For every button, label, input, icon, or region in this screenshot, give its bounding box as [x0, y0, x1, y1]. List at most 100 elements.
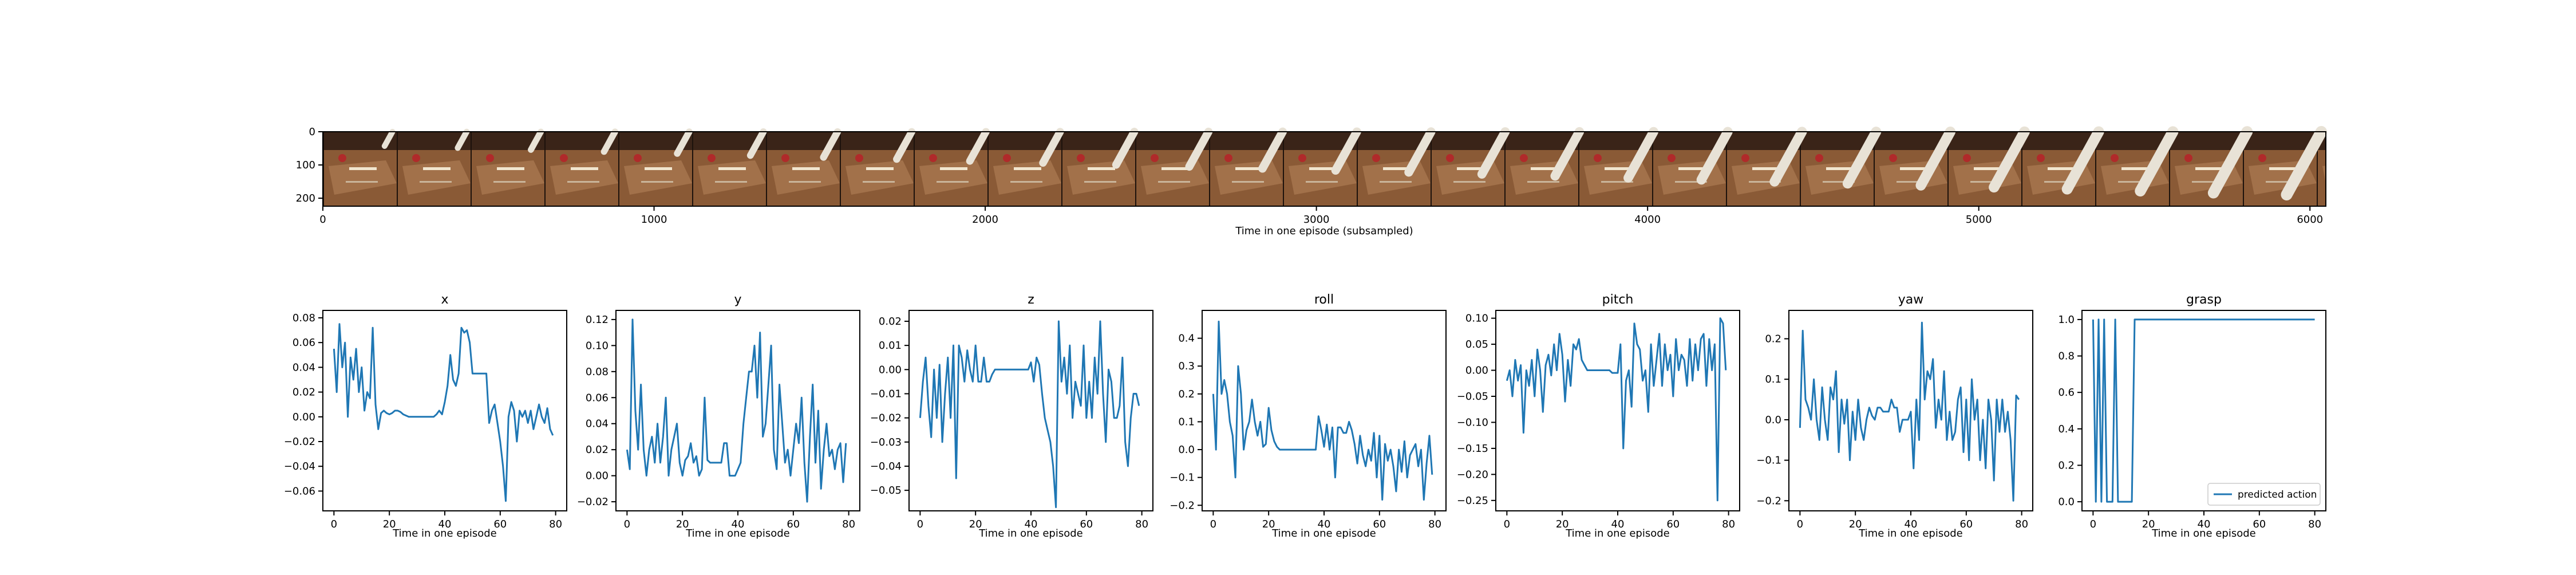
subplot-title-pitch: pitch	[1602, 293, 1634, 307]
x-tick-label: 80	[549, 518, 562, 530]
legend-box	[2207, 483, 2321, 506]
strip-x-tick-label: 2000	[972, 214, 998, 226]
y-tick-label: 0.1	[1178, 416, 1195, 428]
y-tick-label: 0.8	[2058, 350, 2075, 363]
robot-arm-frame-16	[1550, 127, 1585, 181]
y-tick-label: 0.06	[586, 392, 609, 404]
plot-frame-roll	[1202, 310, 1447, 511]
y-tick-label: 0.0	[1765, 414, 1781, 426]
subplot-title-y: y	[734, 293, 741, 307]
y-tick-label: 0.06	[293, 337, 315, 349]
x-tick-label: 0	[1504, 518, 1510, 530]
y-tick-label: −0.06	[284, 485, 315, 497]
robot-arm-frame-2	[528, 128, 544, 153]
robot-arm-frame-3	[600, 128, 618, 155]
y-tick-label: 0.12	[586, 314, 609, 326]
x-tick-label: 40	[2198, 518, 2211, 530]
strip-x-tick-label: 4000	[1634, 214, 1661, 226]
robot-arm-frame-15	[1477, 127, 1510, 179]
subplot-title-grasp: grasp	[2186, 293, 2222, 307]
series-line-roll	[1212, 320, 1433, 501]
x-tick-label: 0	[917, 518, 923, 530]
x-tick-label: 80	[842, 518, 855, 530]
robot-arm-frame-25	[2207, 126, 2253, 199]
x-tick-label: 80	[1722, 518, 1735, 530]
strip-x-tick-label: 3000	[1303, 214, 1330, 226]
x-tick-label: 0	[331, 518, 337, 530]
plot-frame-z	[908, 310, 1153, 511]
y-tick-label: 0.08	[586, 366, 609, 378]
x-tick-label: 80	[2015, 518, 2028, 530]
subplot-grasp: 0 20 40 60 80 0.0 0.2 0.4 0.6 0.8 1.0 grasp Time in …	[2058, 293, 2326, 539]
robot-arm-frame-26	[2281, 126, 2327, 200]
strip-x-tick-label: 6000	[2297, 214, 2323, 226]
y-tick-label: −0.2	[1170, 499, 1195, 511]
x-tick-label: 80	[1135, 518, 1148, 530]
robot-arm-frame-12	[1258, 127, 1287, 173]
subplot-title-yaw: yaw	[1898, 293, 1924, 307]
y-tick-label: 0.02	[586, 444, 609, 456]
x-axis-label-x: Time in one episode	[392, 527, 497, 539]
y-tick-label: 0.08	[293, 312, 315, 324]
y-tick-label: −0.03	[870, 436, 902, 448]
y-tick-label: −0.1	[1756, 455, 1781, 467]
y-tick-label: 0.02	[879, 316, 902, 328]
y-tick-label: 0.00	[586, 470, 609, 482]
y-tick-label: 0.10	[1465, 313, 1488, 325]
legend-label: predicted action	[2238, 489, 2317, 501]
robot-arm-frame-18	[1696, 127, 1733, 185]
y-tick-label: −0.04	[284, 460, 315, 472]
robot-arm-frame-4	[674, 128, 693, 157]
y-tick-label: 0.10	[586, 340, 609, 352]
robot-arm-frame-13	[1331, 127, 1361, 175]
subplot-title-z: z	[1028, 293, 1034, 307]
x-axis-label-z: Time in one episode	[978, 527, 1083, 539]
x-tick-label: 60	[2253, 518, 2266, 530]
frame-strip-frame	[322, 131, 2326, 207]
series-line-x	[333, 323, 554, 502]
x-tick-label: 40	[1025, 518, 1038, 530]
x-tick-label: 80	[1428, 518, 1441, 530]
y-tick-label: 0.05	[1465, 338, 1488, 350]
x-tick-label: 20	[969, 518, 982, 530]
robot-arm-frame-10	[1112, 128, 1139, 169]
x-axis-label-y: Time in one episode	[685, 527, 790, 539]
y-tick-label: 0.02	[293, 387, 315, 399]
subplot-z: 0 20 40 60 80 −0.05 −0.04 −0.03 −0.02 −0.01 0.00 0.…	[870, 293, 1153, 539]
robot-arm-frame-7	[893, 128, 916, 163]
action-subplots: 0 20 40 60 80−0.06−0.04−0.020.000.020.040.06…	[284, 293, 2326, 539]
y-tick-label: 0.04	[586, 418, 609, 430]
robot-arm-frame-5	[746, 128, 767, 159]
x-tick-label: 20	[676, 518, 689, 530]
x-tick-label: 80	[2308, 518, 2321, 530]
y-tick-label: 0.4	[1178, 333, 1195, 345]
y-tick-label: 0.04	[293, 361, 315, 373]
y-tick-label: −0.10	[1457, 416, 1488, 428]
y-tick-label: −0.20	[1457, 468, 1488, 481]
x-tick-label: 20	[1262, 518, 1275, 530]
y-tick-label: −0.04	[870, 460, 902, 472]
strip-x-tick-label: 1000	[641, 214, 667, 226]
x-tick-label: 40	[1318, 518, 1331, 530]
x-tick-label: 40	[732, 518, 745, 530]
y-tick-label: −0.05	[1457, 391, 1488, 403]
y-tick-label: 1.0	[2058, 314, 2075, 326]
subplot-pitch: 0 20 40 60 80 −0.25 −0.20 −0.15 −0.10 −0.05 0.00 0.…	[1457, 293, 1740, 539]
series-line-grasp	[2092, 318, 2315, 503]
x-tick-label: 0	[1797, 518, 1803, 530]
robot-arm-frame-0	[381, 129, 396, 149]
series-line-y	[626, 318, 847, 503]
x-axis-label-pitch: Time in one episode	[1565, 527, 1670, 539]
x-tick-label: 40	[1905, 518, 1918, 530]
y-tick-label: −0.2	[1756, 495, 1781, 507]
y-tick-label: 0.2	[1765, 333, 1781, 345]
robot-arm-frame-14	[1404, 127, 1436, 177]
subplot-title-roll: roll	[1314, 293, 1334, 307]
strip-y-tick-label: 100	[296, 159, 315, 171]
plot-frame-y	[615, 310, 860, 511]
robot-arm-frame-8	[966, 128, 990, 165]
robot-arm-frame-24	[2135, 126, 2179, 197]
x-tick-label: 60	[787, 518, 800, 530]
